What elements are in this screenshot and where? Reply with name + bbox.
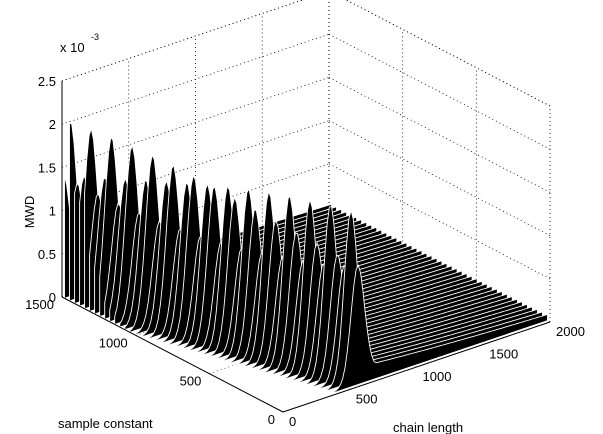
gridline-z-back bbox=[61, 0, 304, 82]
x-tick-label: 1000 bbox=[423, 369, 452, 384]
gridline-z-side bbox=[328, 163, 551, 280]
surface-slice bbox=[275, 210, 543, 409]
y-tick-label: 0 bbox=[268, 412, 275, 427]
y-axis-label: sample constant bbox=[58, 416, 153, 431]
z-axis-exponent: -3 bbox=[91, 32, 99, 42]
axes bbox=[61, 0, 551, 413]
top-side-edge bbox=[345, 0, 551, 107]
y-tick-label: 1500 bbox=[25, 297, 54, 312]
y-tick-label: 1000 bbox=[99, 335, 128, 350]
x-tick-label: 500 bbox=[356, 392, 378, 407]
z-axis-multiplier: x 10 bbox=[60, 40, 85, 55]
surface bbox=[64, 121, 548, 412]
x-axis-label: chain length bbox=[393, 420, 463, 434]
gridline-z-back bbox=[61, 33, 330, 125]
gridline-z-back bbox=[61, 120, 330, 211]
gridline-z-side bbox=[328, 120, 551, 236]
x-tick-label: 0 bbox=[289, 414, 296, 429]
z-tick-label: 0 bbox=[49, 290, 56, 305]
y-tick-label: 500 bbox=[180, 374, 202, 389]
z-tick-label: 0.5 bbox=[38, 247, 56, 262]
surface-slice bbox=[280, 264, 548, 412]
z-tick-label: 2 bbox=[49, 117, 56, 132]
x-tick-label: 2000 bbox=[556, 324, 585, 339]
z-tick-label: 1 bbox=[49, 204, 56, 219]
x-tick-label: 1500 bbox=[489, 347, 518, 362]
gridline-z-back bbox=[61, 77, 330, 168]
z-tick-label: 2.5 bbox=[38, 74, 56, 89]
gridline-z-side bbox=[328, 77, 551, 193]
x-axis-line bbox=[282, 321, 551, 413]
gridline-z-side bbox=[345, 0, 551, 107]
top-back-edge bbox=[61, 0, 304, 82]
gridline-z-side bbox=[328, 33, 551, 150]
z-tick-label: 1.5 bbox=[38, 160, 56, 175]
y-axis-line bbox=[61, 296, 284, 413]
z-axis-label: MWD bbox=[22, 196, 37, 229]
